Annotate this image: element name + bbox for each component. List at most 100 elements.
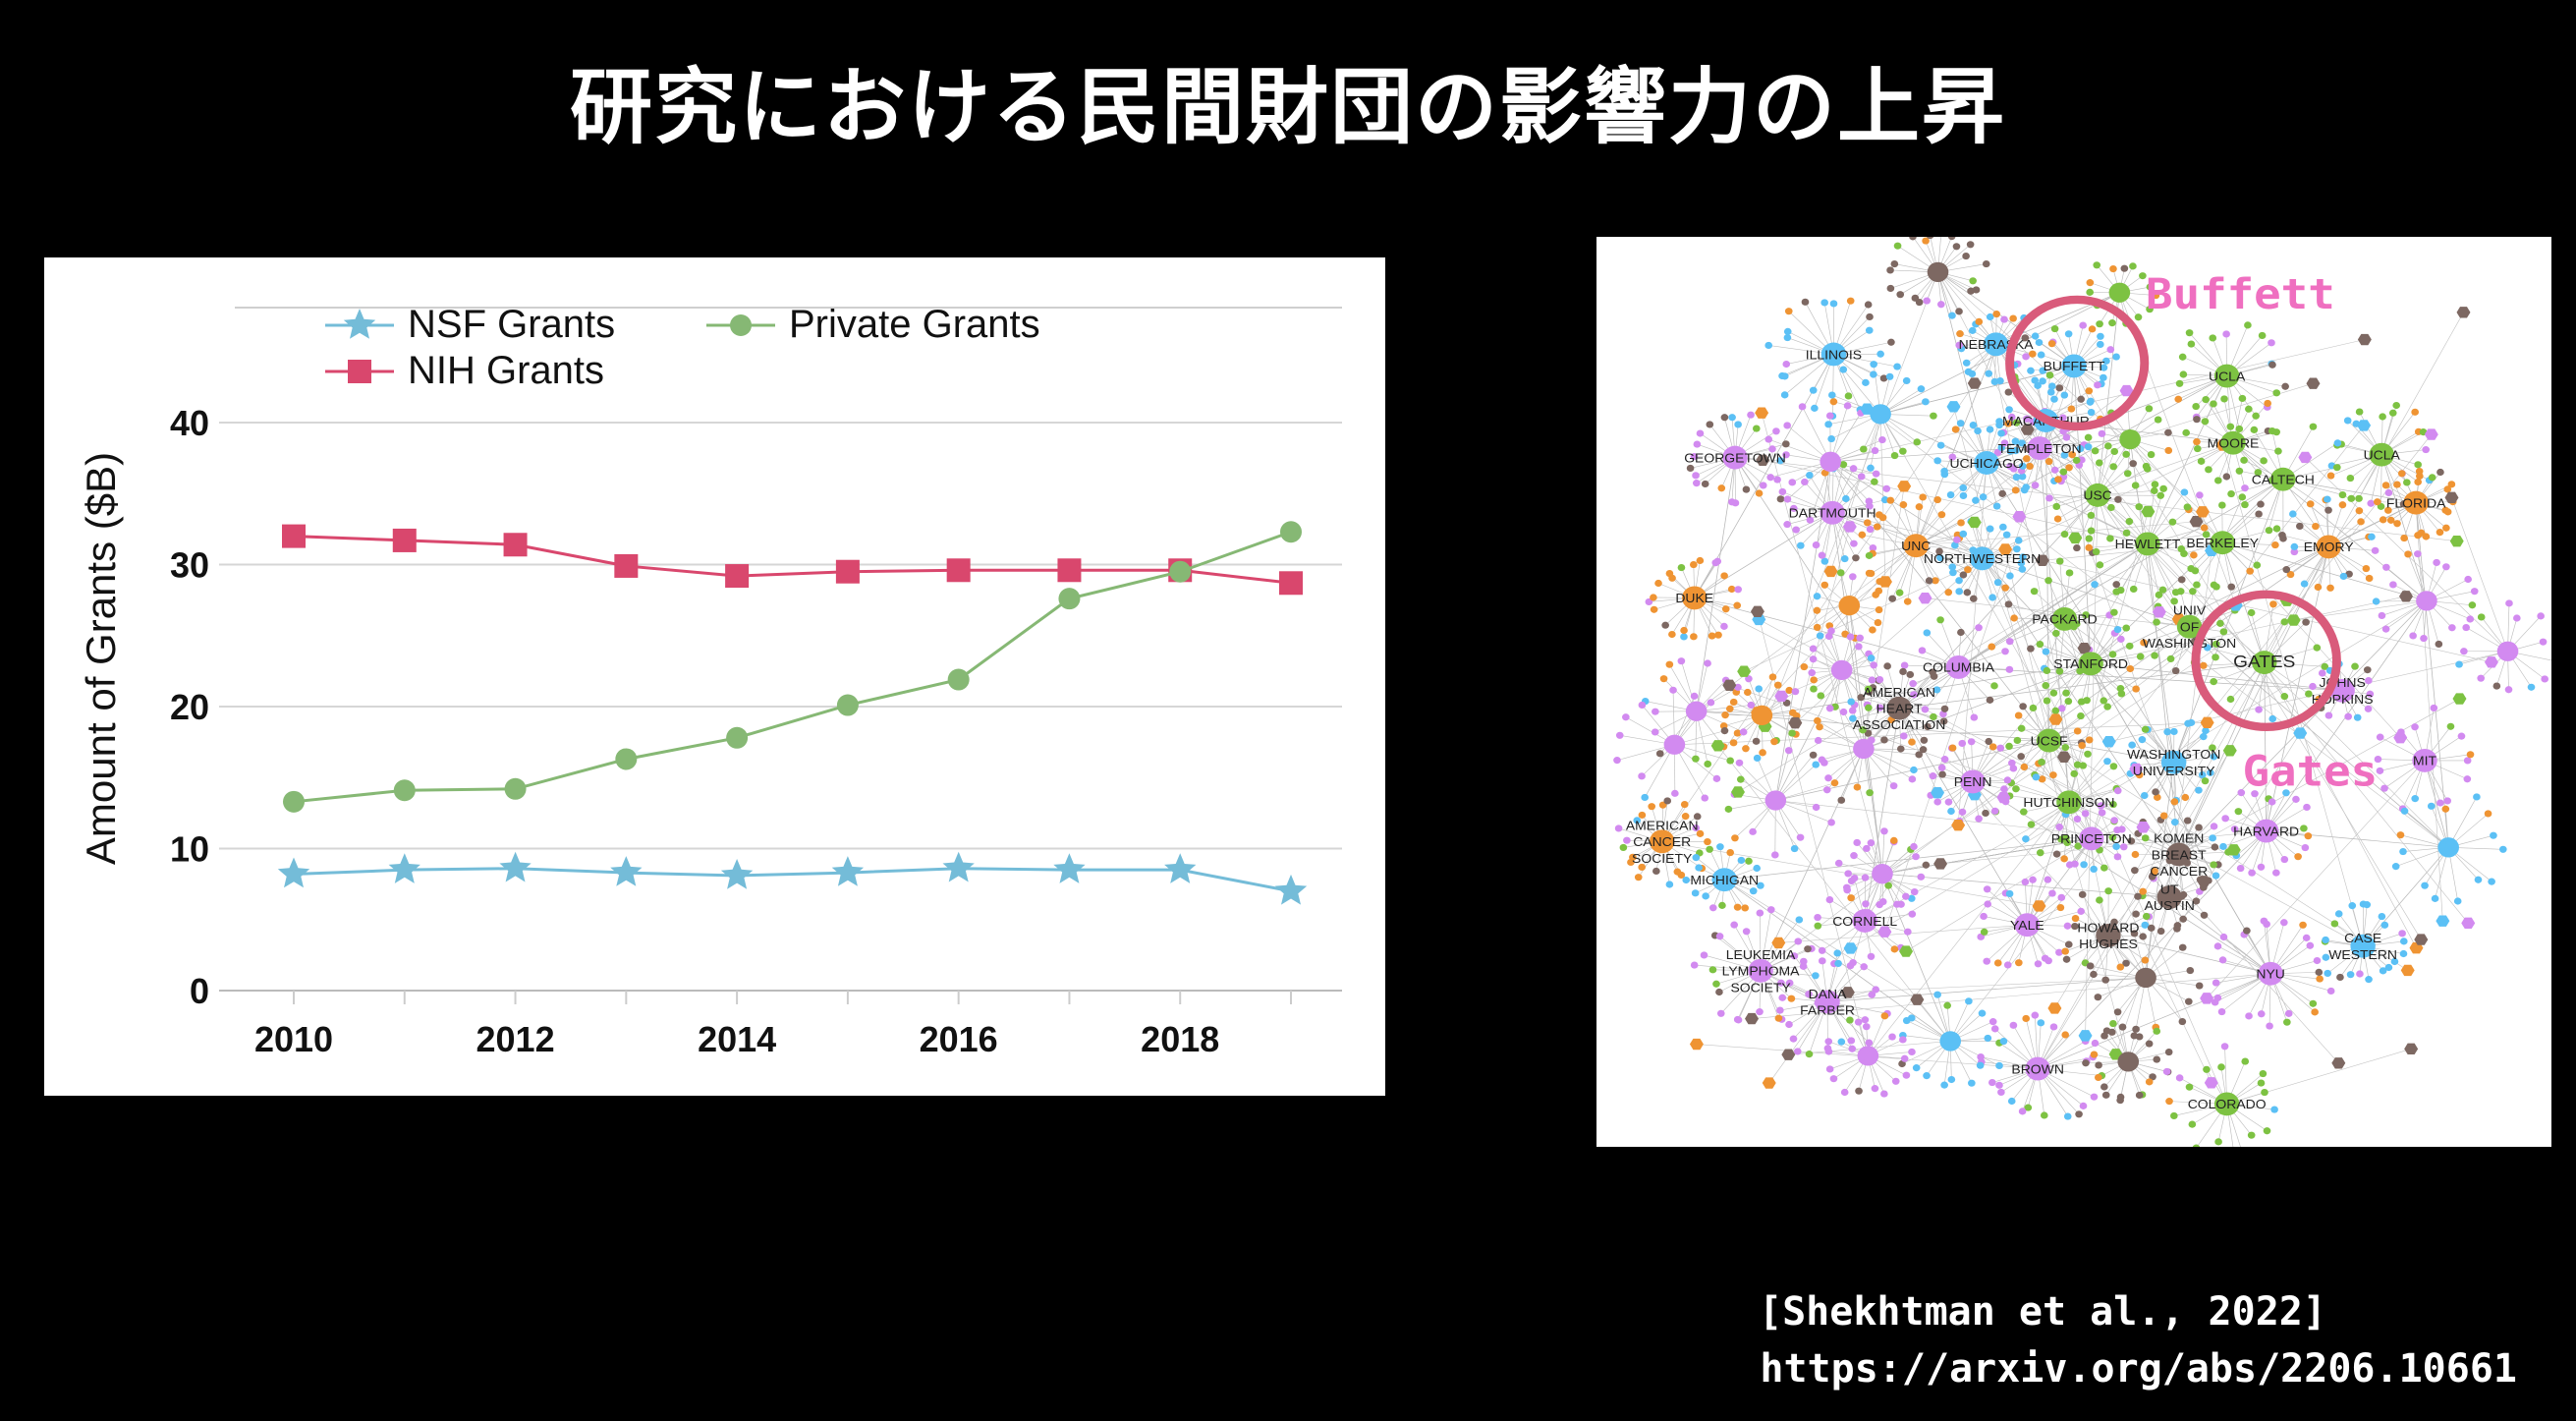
satellite-node	[2364, 677, 2373, 685]
satellite-node	[2043, 666, 2051, 675]
satellite-node	[1808, 669, 1817, 677]
satellite-node	[1906, 670, 1915, 678]
satellite-node	[1730, 921, 1738, 929]
data-point	[388, 853, 420, 883]
satellite-node	[1923, 1072, 1931, 1080]
satellite-node	[1907, 894, 1916, 902]
satellite-node	[1783, 422, 1791, 429]
satellite-node	[2180, 488, 2189, 496]
satellite-node	[1919, 493, 1927, 501]
satellite-node	[2380, 784, 2388, 792]
satellite-node	[1794, 938, 1803, 945]
satellite-node	[2123, 470, 2132, 478]
satellite-node	[2200, 524, 2209, 532]
satellite-node	[2091, 447, 2100, 455]
satellite-node	[1886, 284, 1895, 293]
data-point	[726, 726, 749, 749]
satellite-node	[2250, 426, 2259, 433]
satellite-node	[2147, 450, 2156, 459]
satellite-node	[1902, 1071, 1911, 1079]
satellite-node	[1857, 473, 1866, 481]
satellite-node	[2045, 494, 2053, 502]
satellite-node	[1648, 803, 1656, 811]
network-edge	[2048, 740, 2174, 764]
satellite-node	[2357, 518, 2365, 526]
satellite-node	[1772, 427, 1780, 435]
satellite-node	[2178, 943, 2187, 951]
hub-node	[1927, 261, 1949, 283]
satellite-node	[2332, 464, 2341, 472]
satellite-node	[1768, 673, 1777, 681]
satellite-node	[1969, 277, 1977, 285]
satellite-node	[2060, 530, 2069, 539]
satellite-node	[1890, 259, 1899, 268]
intermediate-node	[2461, 917, 2476, 930]
satellite-node	[1985, 369, 1993, 377]
satellite-node	[1908, 775, 1917, 783]
satellite-node	[2309, 999, 2318, 1007]
intermediate-node	[2048, 713, 2063, 725]
satellite-node	[1652, 708, 1659, 715]
satellite-node	[1782, 440, 1790, 448]
satellite-node	[2152, 291, 2160, 300]
satellite-node	[2134, 892, 2142, 900]
buffett-annotation: Buffett	[2146, 270, 2335, 318]
satellite-node	[1777, 979, 1785, 987]
network-edge	[1737, 543, 2149, 793]
satellite-node	[2040, 1111, 2048, 1119]
satellite-node	[2368, 533, 2376, 540]
citation-url[interactable]: https://arxiv.org/abs/2206.10661	[1760, 1346, 2517, 1392]
satellite-node	[2268, 361, 2276, 369]
satellite-node	[2381, 482, 2390, 489]
satellite-node	[2431, 894, 2439, 902]
series-line	[293, 535, 1292, 585]
network-edge	[2037, 830, 2267, 1069]
satellite-node	[2063, 1112, 2072, 1120]
satellite-node	[2132, 1025, 2140, 1033]
satellite-node	[1853, 838, 1862, 847]
satellite-node	[1889, 782, 1898, 790]
satellite-node	[2363, 666, 2372, 674]
satellite-node	[1717, 484, 1726, 492]
satellite-node	[2019, 703, 2027, 710]
satellite-node	[1953, 536, 1961, 543]
satellite-node	[1813, 606, 1821, 614]
satellite-node	[2192, 1144, 2201, 1152]
satellite-node	[2077, 907, 2086, 915]
satellite-node	[1886, 496, 1895, 504]
satellite-node	[2380, 921, 2389, 929]
satellite-node	[2165, 1098, 2173, 1106]
satellite-node	[2145, 1040, 2154, 1048]
intermediate-node	[1774, 690, 1789, 703]
satellite-node	[1936, 441, 1945, 449]
intermediate-node	[1967, 516, 1982, 529]
network-edge	[1881, 874, 1951, 1042]
satellite-node	[1734, 1016, 1743, 1024]
satellite-node	[2029, 876, 2037, 883]
satellite-node	[1825, 895, 1834, 904]
satellite-node	[1752, 425, 1761, 432]
satellite-node	[2035, 338, 2044, 347]
satellite-node	[2257, 1010, 2266, 1018]
satellite-node	[2142, 912, 2151, 921]
node-label: GEORGETOWN	[1684, 451, 1786, 466]
hub-node	[1939, 1031, 1962, 1052]
satellite-node	[2022, 483, 2031, 491]
satellite-node	[1878, 436, 1886, 444]
satellite-node	[2106, 346, 2115, 354]
network-edge	[1847, 977, 2147, 994]
satellite-node	[1809, 645, 1818, 653]
satellite-node	[2060, 855, 2068, 863]
node-label: UCLA	[2364, 448, 2401, 463]
hub-node	[1751, 705, 1773, 726]
satellite-node	[1829, 300, 1838, 308]
satellite-node	[2381, 625, 2390, 633]
satellite-node	[2268, 714, 2277, 723]
satellite-node	[2390, 957, 2399, 966]
data-point	[282, 524, 306, 548]
satellite-node	[2113, 1008, 2122, 1016]
satellite-node	[2048, 889, 2056, 897]
satellite-node	[2046, 388, 2055, 396]
satellite-node	[2118, 1023, 2127, 1031]
intermediate-node	[1745, 1012, 1760, 1025]
